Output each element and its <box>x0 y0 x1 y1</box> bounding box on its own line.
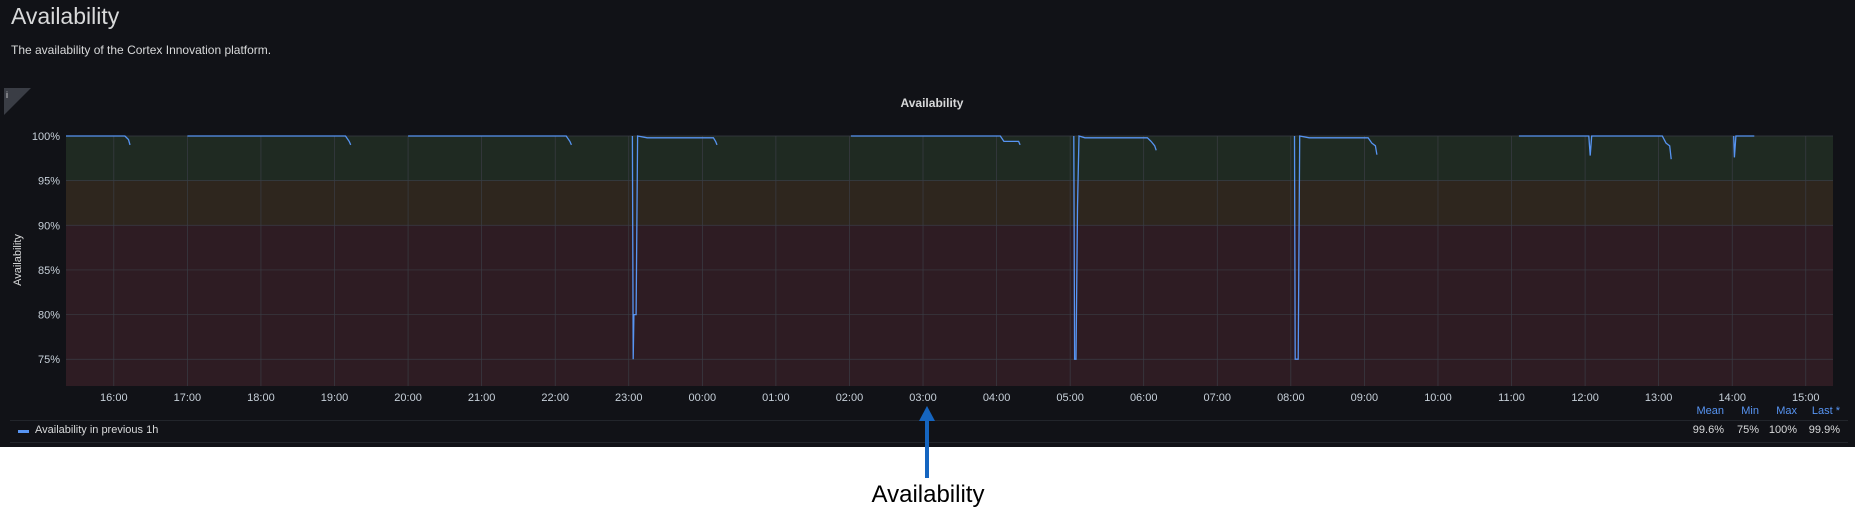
x-tick-label: 16:00 <box>100 392 128 404</box>
x-tick-label: 14:00 <box>1718 392 1746 404</box>
x-tick-label: 12:00 <box>1571 392 1599 404</box>
legend-header-mean[interactable]: Mean <box>1696 405 1724 417</box>
x-tick-label: 19:00 <box>321 392 349 404</box>
legend-header-last[interactable]: Last * <box>1811 405 1840 417</box>
info-icon[interactable]: i <box>6 90 8 100</box>
series-line-segment <box>631 135 718 360</box>
x-tick-label: 08:00 <box>1277 392 1305 404</box>
x-tick-label: 00:00 <box>689 392 717 404</box>
legend-series-name[interactable]: Availability in previous 1h <box>35 424 159 436</box>
annotation-label: Availability <box>871 481 985 508</box>
series-line-segment <box>66 135 131 146</box>
legend-header-max[interactable]: Max <box>1776 405 1797 417</box>
y-tick-label: 85% <box>38 265 60 277</box>
page-description: The availability of the Cortex Innovatio… <box>11 43 272 57</box>
legend-row[interactable]: Availability in previous 1h <box>0 420 1855 442</box>
series-line-segment <box>1518 135 1672 160</box>
series-line-segment <box>1073 135 1157 360</box>
x-tick-label: 02:00 <box>836 392 864 404</box>
x-tick-label: 03:00 <box>909 392 937 404</box>
x-tick-label: 21:00 <box>468 392 496 404</box>
legend-header-min[interactable]: Min <box>1741 405 1759 417</box>
y-tick-label: 100% <box>32 131 60 143</box>
x-tick-label: 04:00 <box>983 392 1011 404</box>
x-tick-label: 09:00 <box>1351 392 1379 404</box>
series-color-swatch <box>18 430 29 433</box>
x-tick-label: 20:00 <box>394 392 422 404</box>
series-line-segment <box>1733 135 1755 158</box>
threshold-band <box>66 136 1833 181</box>
x-tick-label: 13:00 <box>1645 392 1673 404</box>
y-tick-label: 80% <box>38 310 60 322</box>
x-tick-label: 05:00 <box>1056 392 1084 404</box>
x-tick-label: 07:00 <box>1204 392 1232 404</box>
x-tick-label: 18:00 <box>247 392 275 404</box>
x-tick-label: 23:00 <box>615 392 643 404</box>
x-tick-label: 06:00 <box>1130 392 1158 404</box>
legend-value-mean: 99.6% <box>1692 424 1724 436</box>
threshold-band <box>66 180 1833 226</box>
x-tick-label: 22:00 <box>541 392 569 404</box>
y-tick-label: 90% <box>38 220 60 232</box>
legend-value-max: 100% <box>1768 424 1797 436</box>
legend-value-min: 75% <box>1736 424 1759 436</box>
time-series-plot[interactable]: 100% 95% 90% 85% 80% 75% 16:00 17:00 18:00 19:00 2… <box>0 0 1855 447</box>
legend-value-last: 99.9% <box>1808 424 1840 436</box>
x-tick-label: 15:00 <box>1792 392 1820 404</box>
x-tick-label: 11:00 <box>1498 392 1525 404</box>
x-tick-label: 17:00 <box>174 392 202 404</box>
y-tick-label: 95% <box>38 176 60 188</box>
panel-info-corner[interactable] <box>4 88 31 115</box>
series-line-segment <box>187 135 352 146</box>
series-line-segment <box>1293 135 1378 360</box>
x-tick-label: 10:00 <box>1424 392 1452 404</box>
x-tick-label: 01:00 <box>762 392 790 404</box>
series-line-segment <box>408 135 572 146</box>
panel-title[interactable]: Availability <box>900 96 964 110</box>
page-title: Availability <box>11 3 120 29</box>
y-tick-label: 75% <box>38 354 60 366</box>
series-line-segment <box>850 135 1021 146</box>
